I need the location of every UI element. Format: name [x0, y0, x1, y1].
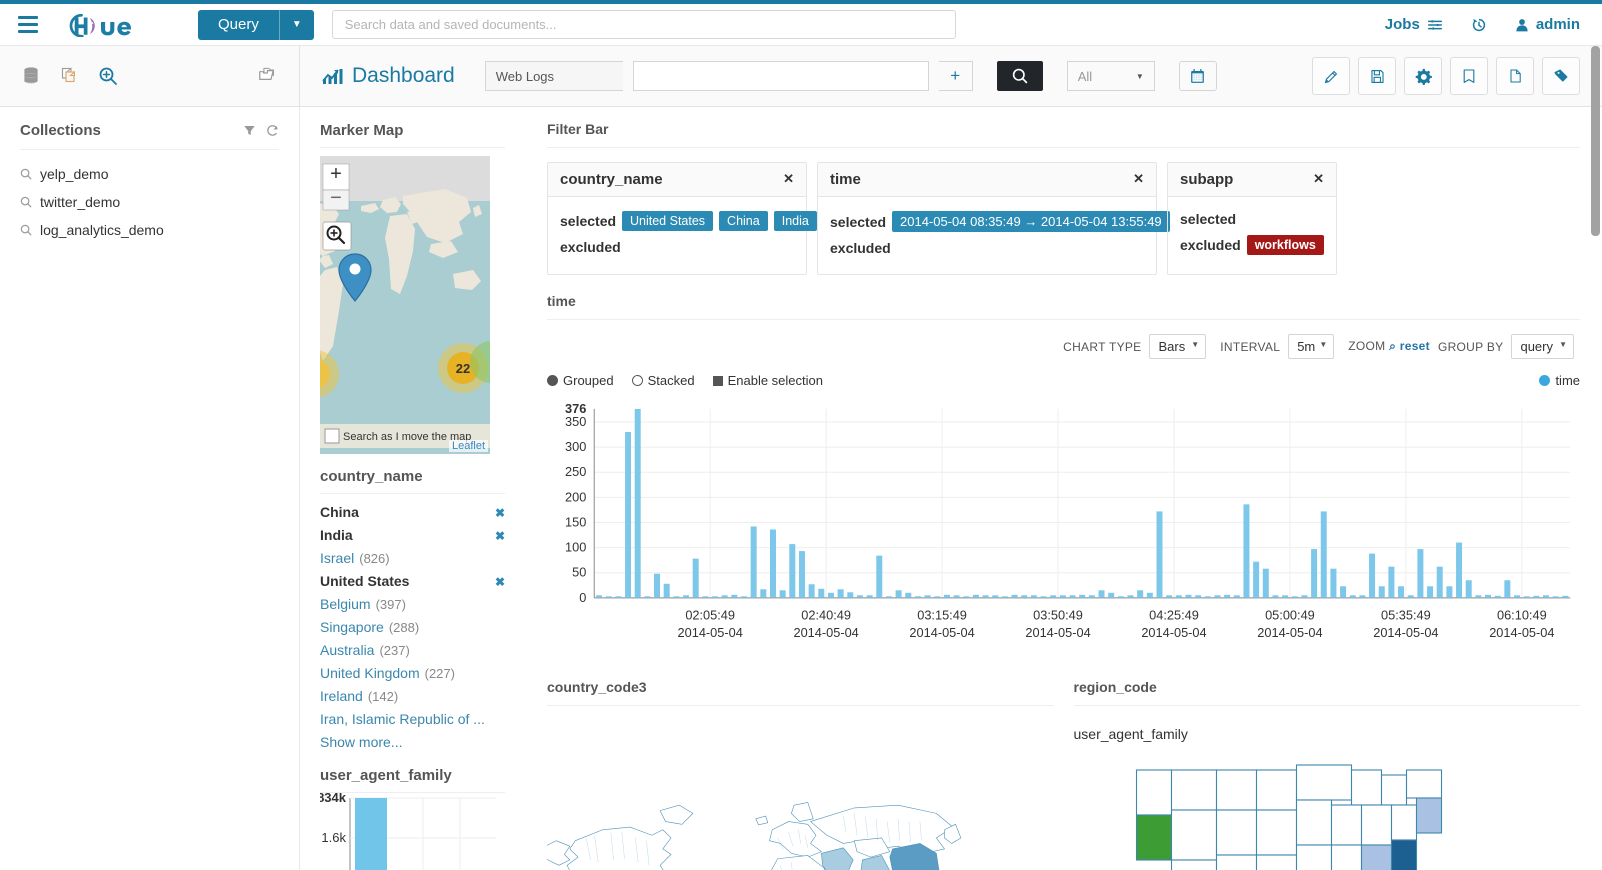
svg-text:350: 350: [565, 414, 586, 429]
svg-text:2014-05-04: 2014-05-04: [909, 625, 974, 640]
svg-text:2014-05-04: 2014-05-04: [1489, 625, 1554, 640]
svg-text:2014-05-04: 2014-05-04: [1373, 625, 1438, 640]
svg-text:05:00:49: 05:00:49: [1265, 607, 1315, 622]
svg-text:02:05:49: 02:05:49: [685, 607, 735, 622]
svg-text:1.834k: 1.834k: [320, 793, 347, 805]
svg-text:2014-05-04: 2014-05-04: [678, 625, 743, 640]
svg-text:02:40:49: 02:40:49: [801, 607, 851, 622]
svg-text:03:50:49: 03:50:49: [1033, 607, 1083, 622]
svg-text:300: 300: [565, 439, 586, 454]
svg-text:22: 22: [456, 361, 470, 376]
svg-text:2014-05-04: 2014-05-04: [1257, 625, 1322, 640]
svg-text:2014-05-04: 2014-05-04: [1141, 625, 1206, 640]
svg-text:100: 100: [565, 540, 586, 555]
svg-text:50: 50: [572, 565, 586, 580]
svg-text:04:25:49: 04:25:49: [1149, 607, 1199, 622]
svg-text:200: 200: [565, 489, 586, 504]
svg-text:376: 376: [565, 401, 586, 416]
svg-text:+: +: [330, 163, 342, 185]
svg-text:2014-05-04: 2014-05-04: [1025, 625, 1090, 640]
svg-text:0: 0: [579, 590, 586, 605]
svg-text:150: 150: [565, 514, 586, 529]
svg-text:06:10:49: 06:10:49: [1497, 607, 1547, 622]
svg-text:250: 250: [565, 464, 586, 479]
svg-text:03:15:49: 03:15:49: [917, 607, 967, 622]
svg-text:05:35:49: 05:35:49: [1381, 607, 1431, 622]
svg-text:2014-05-04: 2014-05-04: [793, 625, 858, 640]
svg-text:−: −: [330, 187, 342, 209]
svg-text:1.6k: 1.6k: [321, 830, 346, 845]
